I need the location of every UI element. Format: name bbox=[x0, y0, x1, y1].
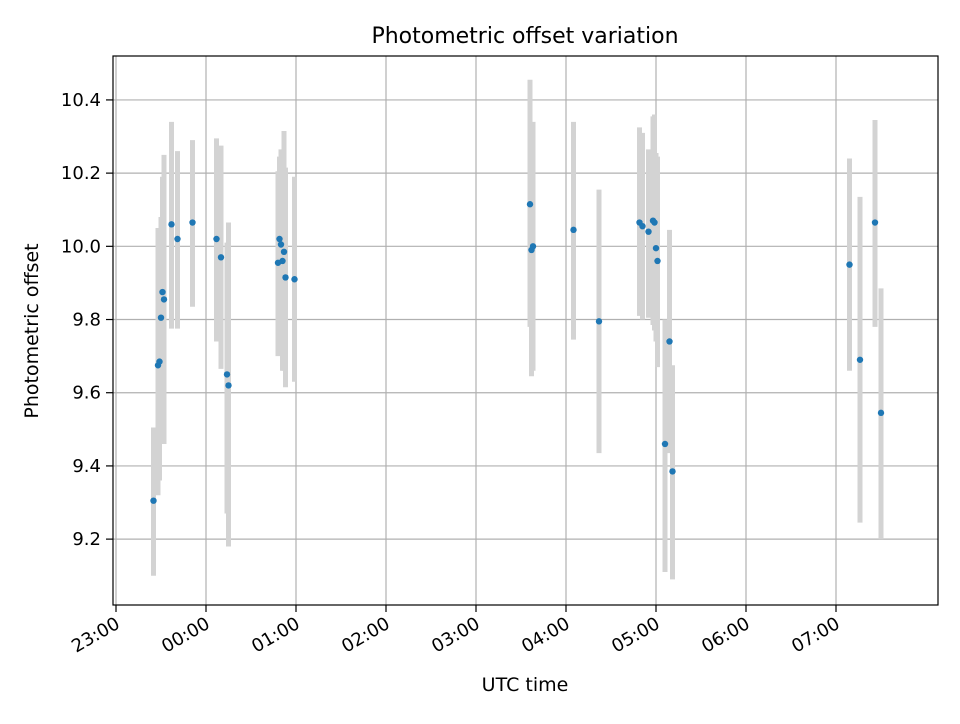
data-point bbox=[666, 338, 673, 345]
data-point bbox=[279, 257, 286, 265]
data-point bbox=[639, 222, 646, 230]
data-point bbox=[276, 235, 283, 243]
data-point bbox=[871, 219, 879, 226]
data-point bbox=[168, 221, 175, 228]
data-point bbox=[651, 219, 658, 226]
y-tick-label: 10.2 bbox=[61, 163, 101, 184]
data-point bbox=[213, 235, 220, 243]
data-point bbox=[529, 243, 537, 250]
y-tick-label: 10.4 bbox=[61, 90, 101, 111]
data-point bbox=[160, 296, 168, 303]
y-tick-label: 10.0 bbox=[61, 236, 101, 257]
data-point bbox=[856, 356, 864, 363]
y-tick-label: 9.2 bbox=[72, 529, 101, 550]
data-point bbox=[877, 409, 885, 417]
data-point bbox=[150, 497, 157, 504]
y-tick-label: 9.6 bbox=[72, 383, 101, 404]
data-point bbox=[189, 219, 196, 226]
data-point bbox=[526, 201, 534, 208]
data-point bbox=[277, 241, 285, 248]
chart-title: Photometric offset variation bbox=[371, 24, 678, 49]
data-point bbox=[654, 257, 661, 265]
data-point bbox=[661, 440, 669, 448]
data-point bbox=[652, 244, 660, 252]
data-point bbox=[669, 468, 676, 475]
data-point bbox=[645, 228, 652, 235]
data-point bbox=[156, 358, 163, 365]
data-point bbox=[159, 288, 166, 296]
y-tick-label: 9.8 bbox=[72, 310, 101, 331]
data-point bbox=[282, 274, 289, 281]
data-point bbox=[595, 318, 603, 325]
data-point bbox=[225, 382, 232, 389]
y-axis-label: Photometric offset bbox=[21, 243, 43, 418]
data-point bbox=[223, 371, 231, 378]
point-layer bbox=[150, 201, 885, 504]
plot-frame bbox=[112, 55, 939, 606]
data-point bbox=[174, 235, 181, 243]
data-point bbox=[291, 276, 298, 283]
y-tick-label: 9.4 bbox=[72, 456, 101, 477]
data-point bbox=[280, 248, 288, 256]
data-point bbox=[217, 254, 225, 261]
data-point bbox=[157, 314, 165, 321]
x-axis-label: UTC time bbox=[482, 674, 569, 696]
data-point bbox=[570, 226, 577, 234]
data-point bbox=[846, 261, 853, 268]
grid-layer bbox=[113, 56, 938, 605]
